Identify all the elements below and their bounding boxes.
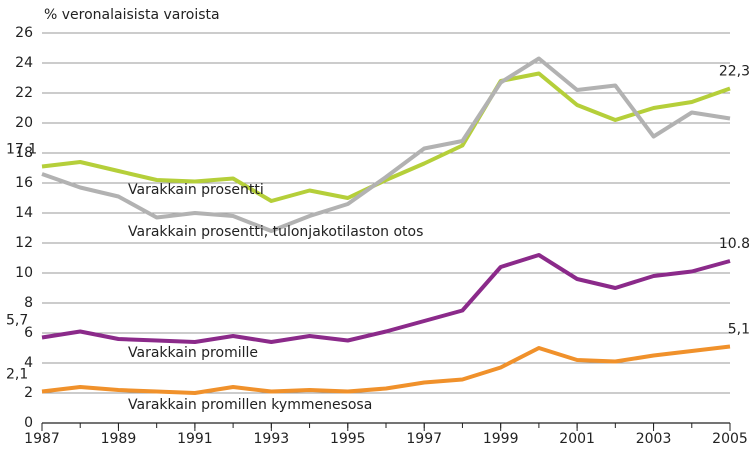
x-tick-label: 2001 bbox=[559, 431, 595, 447]
y-tick-label: 0 bbox=[24, 415, 33, 431]
y-tick-label: 12 bbox=[15, 235, 33, 251]
x-tick-label: 1999 bbox=[483, 431, 519, 447]
y-tick-label: 4 bbox=[24, 355, 33, 371]
data-label: 17,1 bbox=[6, 142, 37, 158]
series-label: Varakkain promillen kymmenesosa bbox=[128, 397, 372, 413]
data-label: 2,1 bbox=[6, 367, 28, 383]
data-label: 22,3 bbox=[719, 64, 750, 80]
y-tick-label: 2 bbox=[24, 385, 33, 401]
y-tick-label: 8 bbox=[24, 295, 33, 311]
x-tick-label: 1987 bbox=[24, 431, 60, 447]
series-line bbox=[41, 344, 731, 395]
x-tick-label: 2003 bbox=[636, 431, 672, 447]
y-tick-label: 10 bbox=[15, 265, 33, 281]
y-tick-label: 16 bbox=[15, 175, 33, 191]
series-line bbox=[41, 56, 731, 233]
y-tick-label: 26 bbox=[15, 25, 33, 41]
y-tick-label: 24 bbox=[15, 55, 33, 71]
x-tick-label: 1997 bbox=[406, 431, 442, 447]
series-label: Varakkain promille bbox=[128, 345, 258, 361]
series-line bbox=[41, 253, 731, 344]
x-tick-label: 2005 bbox=[712, 431, 748, 447]
data-label: 5,1 bbox=[728, 322, 750, 338]
data-label: 5,7 bbox=[6, 313, 28, 329]
y-tick-label: 18 bbox=[15, 145, 33, 161]
y-axis-label: % veronalaisista varoista bbox=[44, 7, 220, 23]
x-tick-label: 1991 bbox=[177, 431, 213, 447]
series-label: Varakkain prosentti bbox=[128, 182, 264, 198]
x-tick-label: 1993 bbox=[254, 431, 290, 447]
series-label: Varakkain prosentti, tulonjakotilaston o… bbox=[128, 224, 423, 240]
x-tick-label: 1989 bbox=[101, 431, 137, 447]
data-label: 10.8 bbox=[719, 236, 750, 252]
x-tick-label: 1995 bbox=[330, 431, 366, 447]
y-tick-label: 20 bbox=[15, 115, 33, 131]
y-tick-label: 6 bbox=[24, 325, 33, 341]
y-tick-label: 14 bbox=[15, 205, 33, 221]
y-tick-label: 22 bbox=[15, 85, 33, 101]
series-line bbox=[41, 71, 731, 203]
